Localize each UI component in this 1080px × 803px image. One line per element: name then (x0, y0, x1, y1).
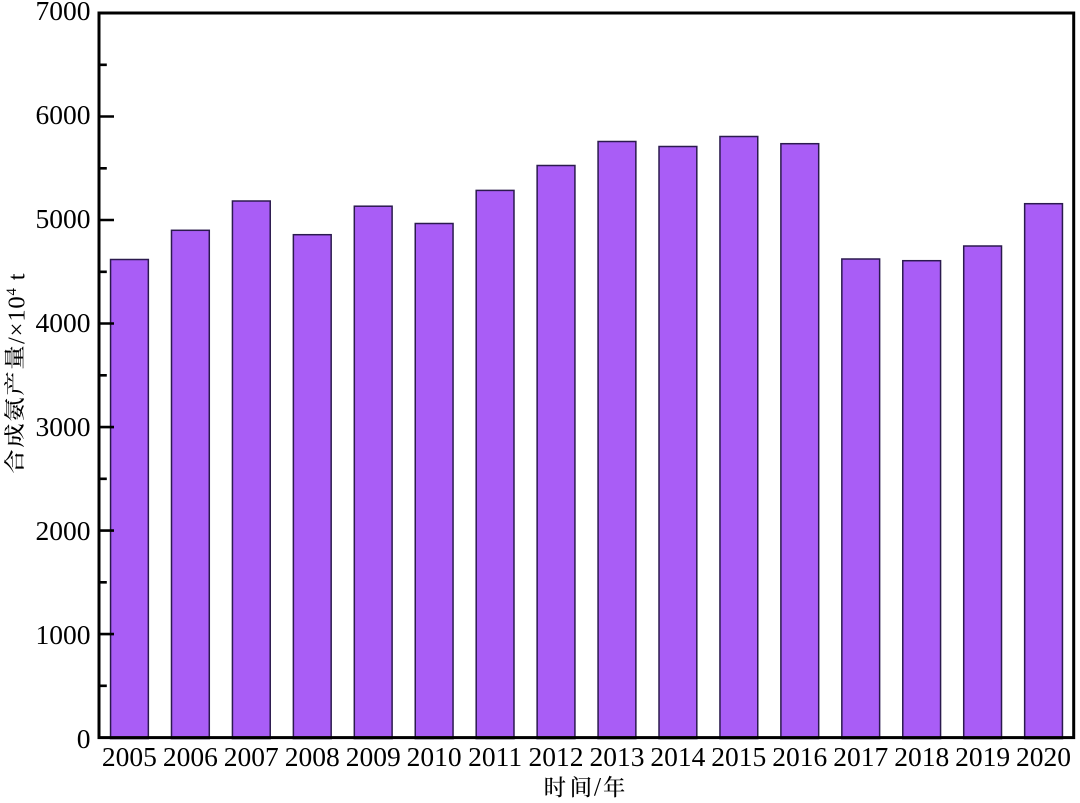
svg-text:2009: 2009 (346, 741, 401, 772)
svg-text:2019: 2019 (955, 741, 1010, 772)
svg-text:2012: 2012 (529, 741, 584, 772)
svg-text:2008: 2008 (285, 741, 340, 772)
svg-text:2000: 2000 (36, 515, 91, 546)
svg-text:2007: 2007 (224, 741, 279, 772)
svg-text:2018: 2018 (894, 741, 949, 772)
svg-text:0: 0 (77, 723, 91, 754)
svg-text:2014: 2014 (650, 741, 705, 772)
svg-text:2013: 2013 (590, 741, 645, 772)
svg-text:3000: 3000 (36, 411, 91, 442)
svg-text:5000: 5000 (36, 203, 91, 234)
svg-text:2011: 2011 (468, 741, 522, 772)
svg-text:4000: 4000 (36, 307, 91, 338)
svg-text:2005: 2005 (102, 741, 157, 772)
svg-text:2015: 2015 (711, 741, 766, 772)
svg-text:/: / (594, 773, 602, 802)
svg-text:/×104 t: /×104 t (3, 273, 30, 344)
svg-text:2016: 2016 (772, 741, 827, 772)
svg-text:2020: 2020 (1016, 741, 1071, 772)
svg-text:1000: 1000 (36, 619, 91, 650)
svg-text:6000: 6000 (36, 99, 91, 130)
svg-text:7000: 7000 (36, 0, 91, 26)
svg-text:2006: 2006 (163, 741, 218, 772)
svg-text:2010: 2010 (407, 741, 462, 772)
svg-text:2017: 2017 (833, 741, 888, 772)
